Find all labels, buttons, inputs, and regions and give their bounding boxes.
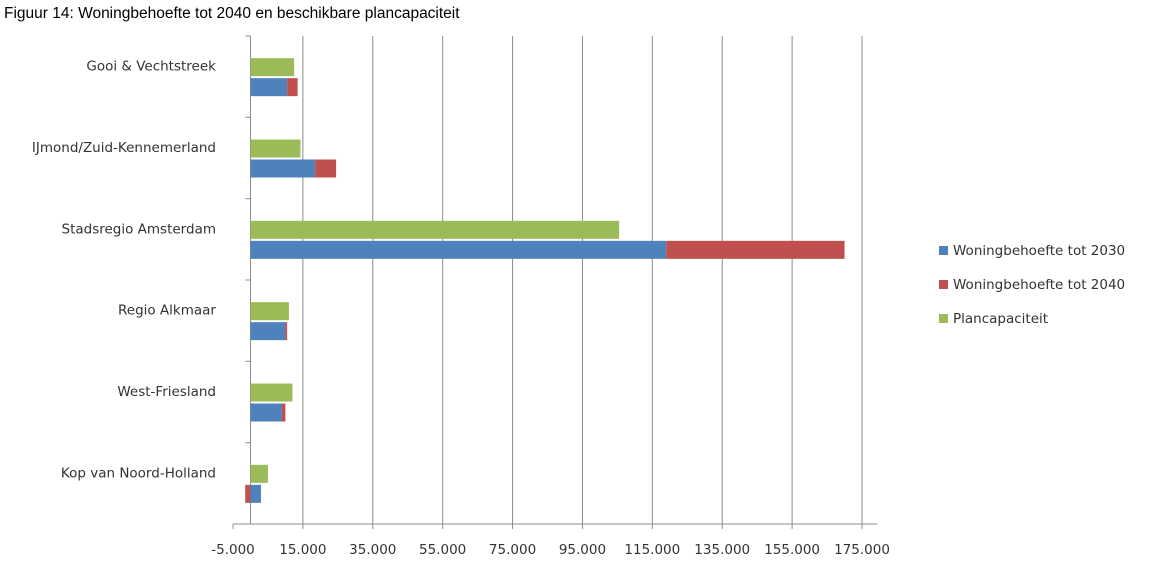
bar-woningbehoefte-2040 xyxy=(315,159,337,178)
bar-plancapaciteit xyxy=(250,302,289,321)
bar-woningbehoefte-2040 xyxy=(287,78,298,97)
bar-woningbehoefte-2040 xyxy=(285,322,288,341)
bars xyxy=(245,58,845,503)
bar-woningbehoefte-2030 xyxy=(250,484,261,503)
category-label: IJmond/Zuid-Kennemerland xyxy=(32,140,216,156)
legend-swatch xyxy=(939,280,948,289)
legend-swatch xyxy=(939,314,948,323)
x-tick-label: -5.000 xyxy=(211,542,255,558)
bar-woningbehoefte-2030 xyxy=(250,240,667,259)
x-tick-labels: -5.000 15.000 35.000 55.000 75.000 95.000 115.… xyxy=(211,542,890,558)
category-label: Gooi & Vechtstreek xyxy=(86,59,216,75)
bar-woningbehoefte-2030 xyxy=(250,322,286,341)
gridlines xyxy=(302,36,863,524)
category-label: Stadsregio Amsterdam xyxy=(62,221,217,237)
bar-plancapaciteit xyxy=(250,139,301,158)
x-tick-label: 135.000 xyxy=(694,542,750,558)
bar-plancapaciteit xyxy=(250,220,620,239)
bar-plancapaciteit xyxy=(250,58,295,77)
bar-plancapaciteit xyxy=(250,383,293,402)
bar-plancapaciteit xyxy=(250,464,268,483)
x-tick-label: 15.000 xyxy=(279,542,326,558)
legend-swatch xyxy=(939,246,948,255)
bar-woningbehoefte-2040 xyxy=(666,240,845,259)
legend-label: Woningbehoefte tot 2030 xyxy=(953,243,1125,259)
legend-label: Plancapaciteit xyxy=(953,311,1048,327)
figure-title: Figuur 14: Woningbehoefte tot 2040 en be… xyxy=(4,5,460,22)
category-labels: Gooi & Vechtstreek IJmond/Zuid-Kennemerla… xyxy=(32,59,217,482)
category-label: Kop van Noord-Holland xyxy=(61,465,216,481)
bar-woningbehoefte-2030 xyxy=(250,403,282,422)
x-tick-label: 75.000 xyxy=(489,542,536,558)
x-tick-label: 155.000 xyxy=(764,542,820,558)
legend: Woningbehoefte tot 2030 Woningbehoefte to… xyxy=(939,243,1125,327)
category-label: West-Friesland xyxy=(117,384,216,400)
bar-woningbehoefte-2030 xyxy=(250,78,288,97)
x-tick-label: 115.000 xyxy=(624,542,680,558)
x-tick-label: 95.000 xyxy=(559,542,606,558)
x-tick-label: 55.000 xyxy=(419,542,466,558)
bar-woningbehoefte-2040 xyxy=(281,403,286,422)
axes xyxy=(232,35,877,529)
legend-label: Woningbehoefte tot 2040 xyxy=(953,277,1125,293)
x-tick-label: 35.000 xyxy=(349,542,396,558)
category-label: Regio Alkmaar xyxy=(118,303,216,319)
x-tick-label: 175.000 xyxy=(834,542,890,558)
bar-woningbehoefte-2040 xyxy=(245,484,251,503)
bar-woningbehoefte-2030 xyxy=(250,159,316,178)
